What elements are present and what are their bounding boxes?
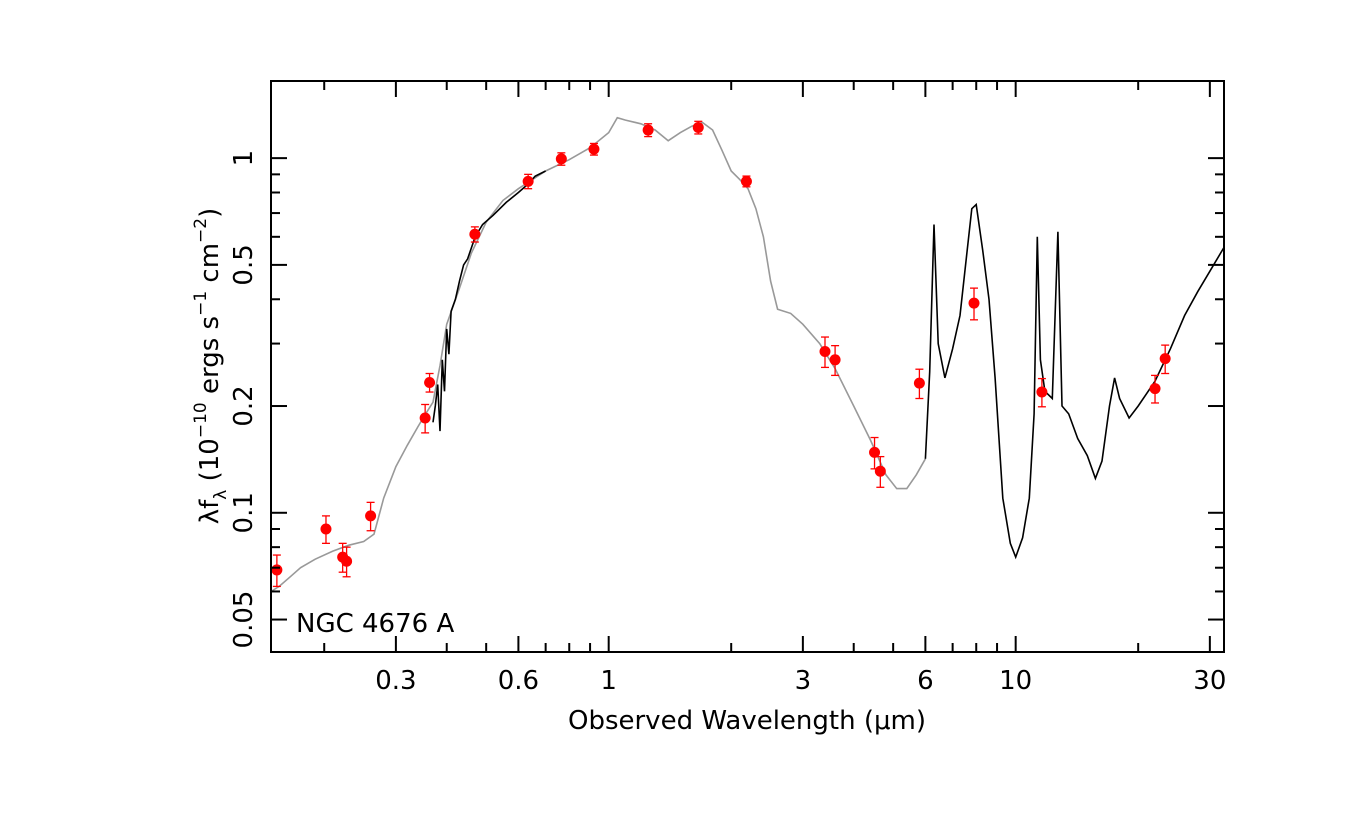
data-point	[642, 123, 654, 138]
photometry-marker	[913, 377, 925, 389]
photometry-marker	[588, 143, 600, 155]
photometry-marker	[874, 465, 886, 477]
data-point	[874, 455, 886, 488]
data-point	[320, 515, 332, 544]
observed-spectrum-optical-line	[432, 170, 546, 432]
data-point	[829, 344, 841, 377]
photometry-marker	[968, 297, 980, 309]
y-tick-label: 0.5	[229, 244, 259, 285]
data-point	[522, 173, 534, 190]
y-tick-label: 0.2	[229, 385, 259, 426]
galaxy-label: NGC 4676 A	[296, 609, 454, 639]
model-spectrum-line	[270, 116, 927, 593]
photometry-marker	[320, 523, 332, 535]
data-point	[869, 436, 881, 470]
data-point	[1149, 374, 1161, 404]
photometry-marker	[1036, 386, 1048, 398]
data-point	[588, 142, 600, 156]
x-tick-label: 10	[999, 666, 1032, 696]
photometry-marker	[692, 122, 704, 134]
x-tick-label: 30	[1193, 666, 1226, 696]
photometry-marker	[365, 510, 377, 522]
photometry-marker	[424, 376, 436, 388]
x-tick-label: 0.6	[498, 666, 539, 696]
photometry-marker	[469, 228, 481, 240]
data-point	[419, 403, 431, 434]
photometry-points	[271, 120, 1171, 588]
observed-spectrum	[432, 170, 1225, 560]
photometry-marker	[829, 354, 841, 366]
y-tick-label: 0.05	[229, 591, 259, 649]
photometry-marker	[271, 564, 283, 576]
data-point	[692, 120, 704, 135]
x-tick-label: 0.3	[375, 666, 416, 696]
y-tick-label: 1	[229, 150, 259, 167]
photometry-marker	[1159, 353, 1171, 365]
photometry-marker	[740, 175, 752, 187]
plot-frame	[270, 80, 1225, 653]
photometry-marker	[522, 175, 534, 187]
x-tick-label: 6	[917, 666, 934, 696]
photometry-marker	[419, 412, 431, 424]
x-axis-ticks: 0.3 0.6 1 3 6 10 30	[323, 81, 1226, 696]
data-point	[1159, 344, 1171, 375]
photometry-marker	[1149, 383, 1161, 395]
x-axis-title: Observed Wavelength (μm)	[568, 706, 926, 736]
y-axis-title: λfλ (10−10 ergs s−1 cm−2)	[191, 208, 231, 525]
data-point	[469, 226, 481, 243]
data-point	[740, 175, 752, 188]
x-tick-label: 3	[795, 666, 812, 696]
photometry-marker	[642, 124, 654, 136]
data-point	[968, 287, 980, 321]
data-point	[819, 336, 831, 369]
model-spectrum	[270, 116, 927, 593]
photometry-marker	[555, 153, 567, 165]
data-point	[424, 372, 436, 393]
y-axis-ticks: 0.05 0.1 0.2 0.5 1	[229, 150, 1224, 649]
data-point	[341, 546, 353, 578]
y-tick-label: 0.1	[229, 492, 259, 533]
observed-spectrum-ir-line	[924, 202, 1225, 560]
x-tick-label: 1	[600, 666, 617, 696]
data-point	[555, 152, 567, 166]
data-point	[1036, 377, 1048, 408]
photometry-marker	[819, 345, 831, 357]
photometry-marker	[869, 446, 881, 458]
data-point	[271, 554, 283, 588]
data-point	[365, 501, 377, 532]
photometry-marker	[341, 555, 353, 567]
data-point	[913, 368, 925, 400]
